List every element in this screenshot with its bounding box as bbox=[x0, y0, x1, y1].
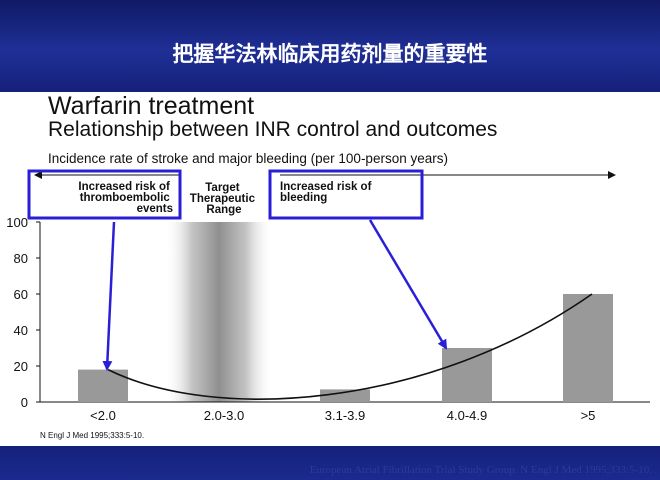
y-tick-label: 100 bbox=[6, 215, 28, 230]
chart-subtitle: Relationship between INR control and out… bbox=[48, 118, 498, 141]
slide-title: 把握华法林临床用药剂量的重要性 bbox=[172, 42, 488, 66]
bleeding-risk-box bbox=[268, 169, 424, 220]
chart-canvas: 0 20 40 60 80 100 <2.0 2.0-3.0 3.1-3.9 4.0-4.9 >5… bbox=[6, 169, 650, 423]
x-tick-label: >5 bbox=[581, 408, 596, 423]
chart-title: Warfarin treatment bbox=[48, 92, 255, 120]
chart-caption: Incidence rate of stroke and major bleed… bbox=[48, 151, 448, 166]
bleeding-line-1: Increased risk of bbox=[280, 181, 372, 193]
slide-header bbox=[0, 0, 660, 92]
y-tick-label: 0 bbox=[21, 395, 28, 410]
bleeding-line-2: bleeding bbox=[280, 192, 327, 204]
y-tick-label: 60 bbox=[14, 287, 28, 302]
bleeding-risk-label: Increased risk of bleeding bbox=[280, 181, 375, 204]
x-tick-label: 2.0-3.0 bbox=[204, 408, 244, 423]
y-tick-label: 20 bbox=[14, 359, 28, 374]
bar-3 bbox=[442, 348, 492, 402]
thrombo-risk-label: Increased risk of thromboembolic events bbox=[78, 181, 173, 215]
x-tick-label: 3.1-3.9 bbox=[325, 408, 365, 423]
thrombo-line-3: events bbox=[137, 203, 173, 215]
thrombo-line-1: Increased risk of bbox=[78, 181, 170, 193]
footer-source: European Atrial Fibrillation Trial Study… bbox=[309, 464, 652, 476]
thrombo-risk-box bbox=[27, 169, 182, 220]
thrombo-pointer-arrow bbox=[102, 221, 116, 371]
x-tick-label: 4.0-4.9 bbox=[447, 408, 487, 423]
bleeding-pointer-arrow bbox=[368, 219, 448, 350]
target-range-line-2: Therapeutic bbox=[190, 193, 256, 205]
citation: N Engl J Med 1995;333:5-10. bbox=[40, 431, 145, 440]
target-range-label: Target Therapeutic Range bbox=[190, 182, 258, 216]
bar-4 bbox=[563, 294, 613, 402]
bar-2 bbox=[320, 389, 370, 402]
thrombo-line-2: thromboembolic bbox=[80, 192, 171, 204]
slide-footer bbox=[0, 446, 660, 480]
y-tick-label: 80 bbox=[14, 251, 28, 266]
target-range-line-3: Range bbox=[206, 204, 241, 216]
x-tick-label: <2.0 bbox=[90, 408, 116, 423]
target-range-band bbox=[165, 222, 273, 402]
y-tick-label: 40 bbox=[14, 323, 28, 338]
trend-curve bbox=[107, 293, 593, 400]
target-range-line-1: Target bbox=[205, 182, 239, 194]
